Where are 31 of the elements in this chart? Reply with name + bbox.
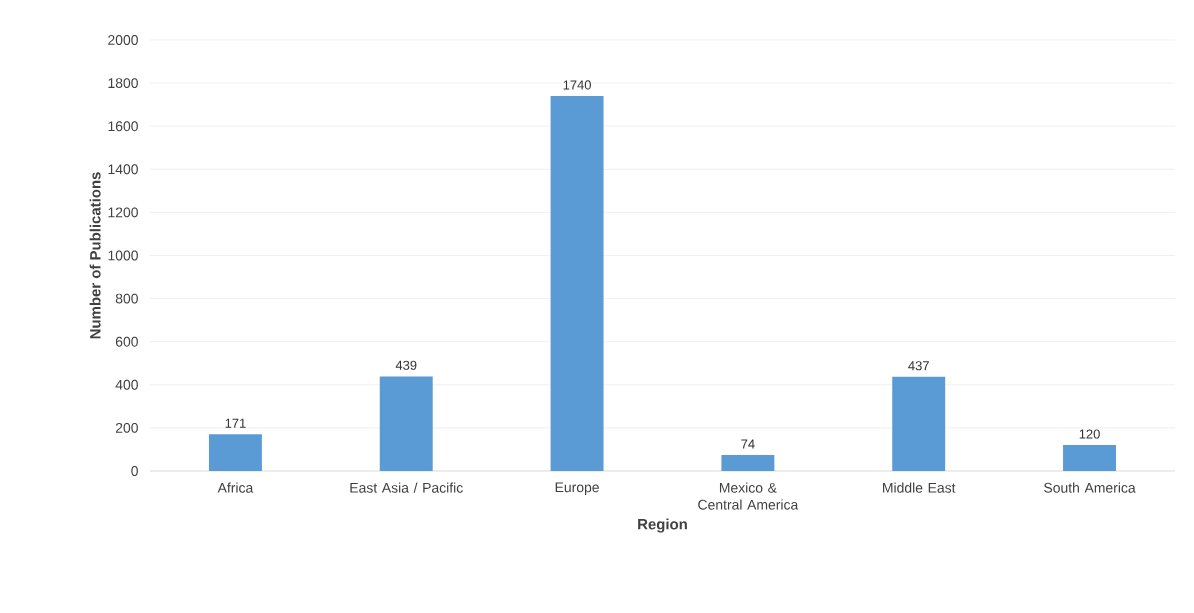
x-tick-label: South America: [1044, 482, 1136, 493]
y-tick-label: 1000: [108, 250, 138, 261]
data-label: 1740: [563, 80, 591, 90]
x-axis-title: Region: [638, 518, 687, 533]
data-label: 437: [908, 361, 929, 371]
x-tick-label: Middle East: [883, 482, 956, 493]
y-tick-label: 1600: [108, 121, 138, 132]
y-tick-label: 1400: [108, 164, 138, 175]
y-tick-label: 400: [115, 379, 138, 390]
bar: [892, 376, 946, 471]
data-label: 171: [225, 418, 246, 428]
bar: [721, 455, 775, 471]
y-tick-label: 600: [115, 336, 138, 347]
y-axis-title: Number of Publications: [89, 172, 101, 339]
x-tick-label: Africa: [217, 482, 254, 493]
bar: [379, 376, 433, 471]
x-tick-label: East Asia / Pacific: [350, 482, 463, 493]
y-tick-label: 1200: [108, 207, 138, 218]
y-tick-label: 0: [131, 466, 138, 476]
data-label: 74: [741, 439, 755, 449]
bar: [550, 96, 604, 471]
y-tick-label: 200: [115, 422, 138, 433]
data-label: 439: [395, 360, 417, 370]
y-tick-label: 800: [115, 293, 138, 304]
x-tick-label: Europe: [555, 482, 599, 495]
bar: [1063, 445, 1117, 471]
y-tick-label: 1800: [108, 78, 138, 89]
data-label: 120: [1079, 429, 1100, 439]
x-tick-label: Mexico & Central America: [698, 482, 799, 510]
bar: [208, 434, 262, 471]
y-tick-label: 2000: [108, 35, 138, 45]
